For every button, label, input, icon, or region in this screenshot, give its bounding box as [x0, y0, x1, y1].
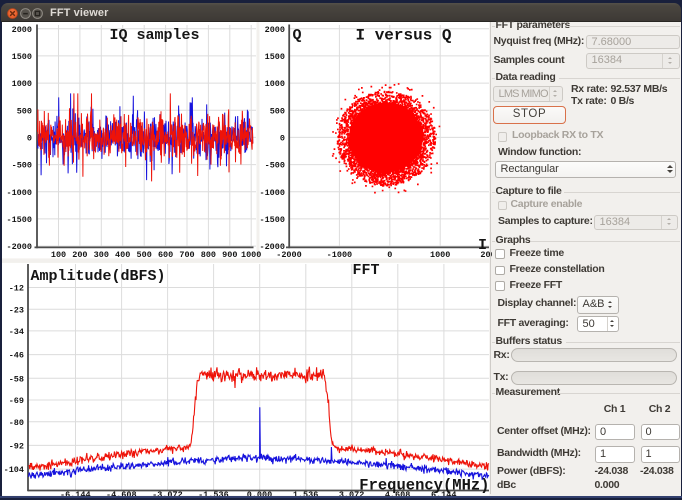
svg-text:400: 400: [115, 250, 130, 260]
svg-text:Frequency(MHz): Frequency(MHz): [359, 477, 489, 495]
svg-text:0: 0: [387, 250, 392, 260]
svg-text:500: 500: [137, 250, 152, 260]
svg-text:-12: -12: [9, 284, 24, 294]
svg-text:I versus Q: I versus Q: [355, 26, 451, 44]
svg-text:-1.536: -1.536: [198, 490, 229, 496]
svg-text:0.000: 0.000: [247, 490, 273, 496]
svg-text:-34: -34: [9, 327, 24, 337]
svg-text:100: 100: [51, 250, 66, 260]
svg-text:-2000: -2000: [259, 242, 285, 252]
svg-text:1000: 1000: [265, 79, 285, 89]
svg-text:-1500: -1500: [259, 215, 285, 225]
svg-text:-69: -69: [9, 396, 24, 406]
svg-text:-46: -46: [9, 351, 24, 361]
svg-text:1000: 1000: [430, 250, 450, 260]
svg-text:600: 600: [158, 250, 173, 260]
svg-text:300: 300: [94, 250, 109, 260]
svg-text:-1500: -1500: [6, 215, 32, 225]
svg-text:1000: 1000: [241, 250, 261, 260]
svg-text:-6.144: -6.144: [60, 490, 91, 496]
svg-text:2000: 2000: [12, 25, 32, 35]
svg-text:Q: Q: [293, 27, 302, 44]
svg-text:-500: -500: [12, 161, 32, 171]
svg-text:0: 0: [27, 134, 32, 144]
svg-text:-104: -104: [4, 465, 24, 475]
svg-text:2000: 2000: [265, 25, 285, 35]
svg-text:1.536: 1.536: [293, 490, 319, 496]
svg-text:IQ samples: IQ samples: [109, 27, 199, 44]
svg-text:1000: 1000: [12, 79, 32, 89]
svg-text:0: 0: [280, 134, 285, 144]
svg-text:-92: -92: [9, 442, 24, 452]
svg-text:-4.608: -4.608: [106, 490, 137, 496]
svg-text:900: 900: [222, 250, 237, 260]
svg-text:200: 200: [72, 250, 87, 260]
svg-text:I: I: [478, 237, 487, 254]
svg-text:-80: -80: [9, 418, 24, 428]
svg-text:800: 800: [201, 250, 216, 260]
svg-text:-23: -23: [9, 305, 24, 315]
svg-text:700: 700: [179, 250, 194, 260]
svg-text:-1000: -1000: [259, 188, 285, 198]
svg-text:-1000: -1000: [6, 188, 32, 198]
svg-text:2000: 2000: [480, 250, 492, 260]
svg-text:-2000: -2000: [6, 242, 32, 252]
svg-text:500: 500: [270, 106, 285, 116]
svg-text:-58: -58: [9, 374, 24, 384]
svg-text:-3.072: -3.072: [152, 490, 183, 496]
svg-text:FFT: FFT: [352, 262, 379, 279]
svg-text:-500: -500: [265, 161, 285, 171]
svg-text:1500: 1500: [12, 52, 32, 62]
svg-text:1500: 1500: [265, 52, 285, 62]
svg-text:-1000: -1000: [327, 250, 353, 260]
svg-text:6.144: 6.144: [431, 490, 457, 496]
svg-text:4.608: 4.608: [385, 490, 411, 496]
svg-text:500: 500: [17, 106, 32, 116]
svg-text:3.072: 3.072: [339, 490, 365, 496]
svg-text:Amplitude(dBFS): Amplitude(dBFS): [31, 268, 166, 285]
svg-text:-2000: -2000: [276, 250, 302, 260]
